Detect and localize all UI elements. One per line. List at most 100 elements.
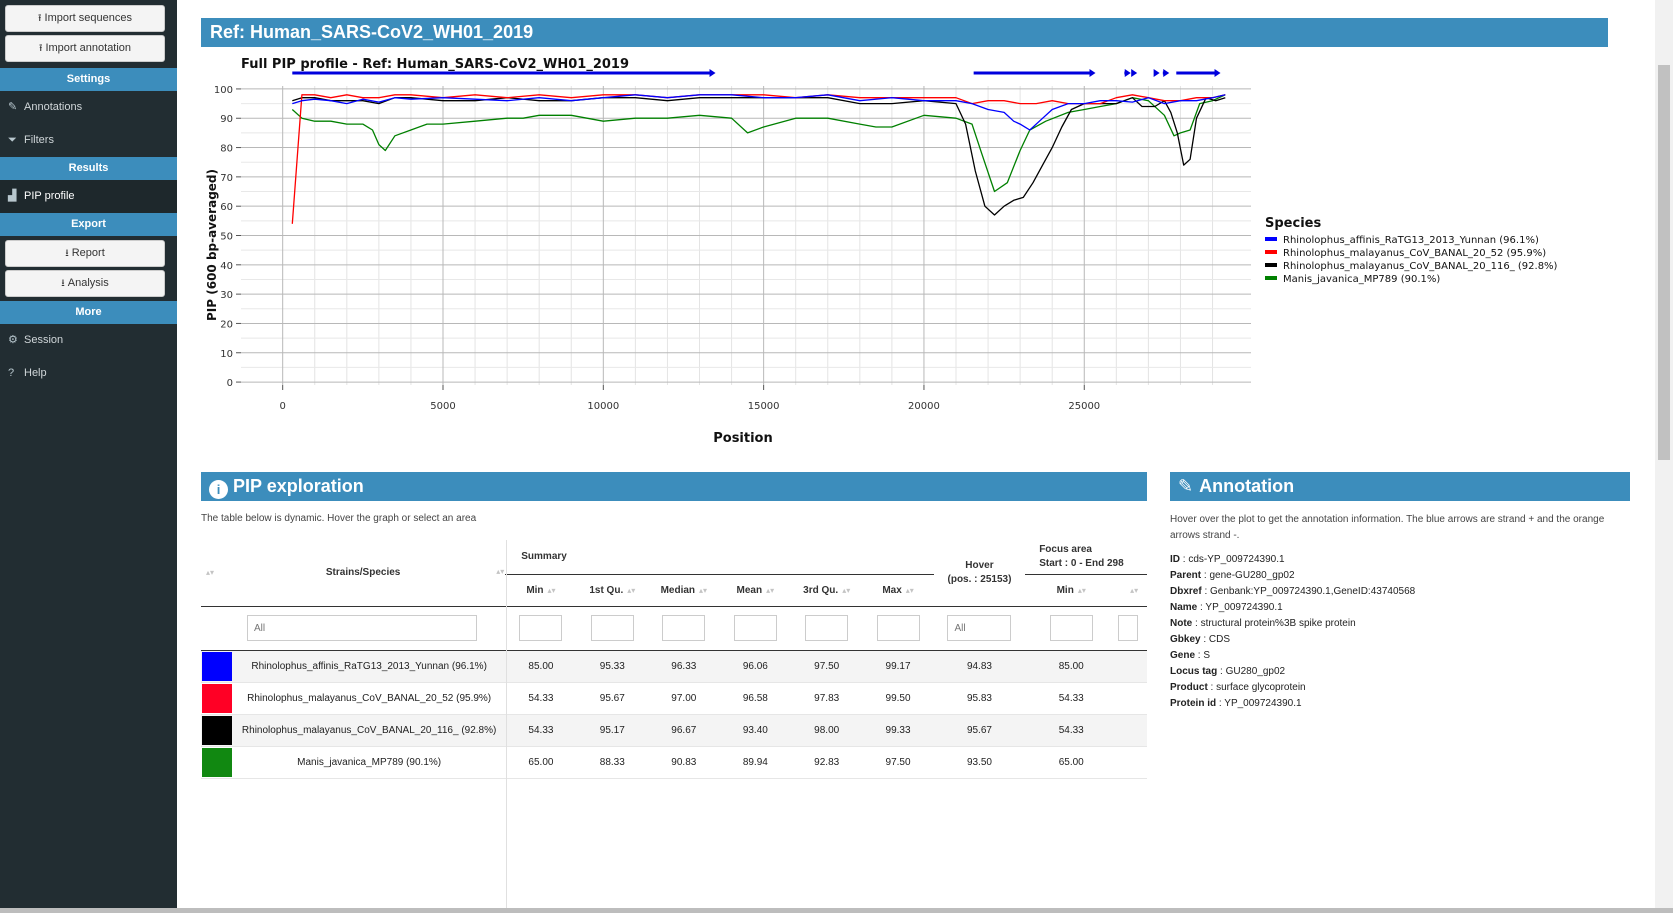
field-key: Dbxref <box>1170 586 1202 597</box>
analysis-label: Analysis <box>67 277 109 289</box>
pip-table: ▴▾ Strains/Species ▴▾ Summary Hover (pos. … <box>201 540 1147 779</box>
field-key: Gbkey <box>1170 634 1201 645</box>
sidebar-item-pip-profile[interactable]: ▟ PIP profile <box>0 180 177 213</box>
min-filter-input[interactable] <box>519 615 563 641</box>
annotation-arrow-head <box>709 69 716 77</box>
q1-column-header[interactable]: 1st Qu. ▴▾ <box>576 574 648 607</box>
sidebar-item-session[interactable]: ⚙ Session <box>0 324 177 357</box>
max-header-label: Max <box>882 584 902 596</box>
min-column-header[interactable]: Min ▴▾ <box>505 574 577 607</box>
page-scrollbar[interactable] <box>1655 0 1673 908</box>
q3-filter-input[interactable] <box>805 615 849 641</box>
strains-column-header[interactable]: Strains/Species ▴▾ <box>233 540 506 607</box>
species-color-swatch <box>202 683 232 713</box>
report-label: Report <box>71 247 105 259</box>
q1-header-label: 1st Qu. <box>589 584 624 596</box>
series-line <box>292 94 1226 131</box>
sort-icon: ▴▾ <box>905 585 914 595</box>
filter-cell <box>577 606 648 650</box>
mean-cell: 93.40 <box>719 714 792 747</box>
filter-cell <box>1025 606 1117 650</box>
table-row[interactable]: Rhinolophus_malayanus_CoV_BANAL_20_116_ … <box>201 714 1147 747</box>
species-name-cell: Rhinolophus_malayanus_CoV_BANAL_20_52 (9… <box>233 682 506 715</box>
focus-min-cell: 54.33 <box>1025 682 1118 715</box>
chart-icon: ▟ <box>8 190 17 202</box>
series-line <box>292 97 1226 216</box>
focus-next-column-header[interactable]: ▴▾ <box>1117 574 1147 607</box>
sort-icon: ▴▾ <box>547 585 556 595</box>
filter-cell <box>791 606 862 650</box>
legend-swatch <box>1265 276 1277 280</box>
table-row[interactable]: Rhinolophus_malayanus_CoV_BANAL_20_52 (9… <box>201 682 1147 715</box>
results-header: Results <box>0 157 177 180</box>
question-icon: ? <box>8 367 15 379</box>
focus-min-cell: 65.00 <box>1025 746 1118 779</box>
species-color-swatch <box>202 651 232 681</box>
field-value: YP_009724390.1 <box>1224 698 1302 709</box>
legend-title: Species <box>1265 216 1321 231</box>
focus-next-cell <box>1117 682 1147 715</box>
field-key: Name <box>1170 602 1198 613</box>
analysis-button[interactable]: ⭳ Analysis <box>5 270 165 297</box>
q1-cell: 95.17 <box>576 714 648 747</box>
sort-icon: ▴▾ <box>842 585 851 595</box>
hover-column-header[interactable]: Hover (pos. : 25153) <box>933 540 1026 607</box>
mean-filter-input[interactable] <box>733 615 777 641</box>
field-key: Note <box>1170 618 1193 629</box>
mean-column-header[interactable]: Mean ▴▾ <box>719 574 792 607</box>
mean-header-label: Mean <box>736 584 763 596</box>
pip-table-container[interactable]: ▴▾ Strains/Species ▴▾ Summary Hover (pos. … <box>201 540 1147 908</box>
median-filter-input[interactable] <box>662 615 706 641</box>
pip-profile-chart[interactable]: Full PIP profile - Ref: Human_SARS-CoV2_… <box>201 50 1621 460</box>
import-annotation-button[interactable]: ⭱ Import annotation <box>5 35 165 62</box>
focus-next-filter-input[interactable] <box>1118 615 1139 641</box>
max-filter-input[interactable] <box>876 615 920 641</box>
sidebar-item-annotations[interactable]: ✎ Annotations <box>0 91 177 124</box>
strains-header-label: Strains/Species <box>325 567 401 579</box>
hover-filter-input[interactable] <box>947 615 1012 641</box>
sidebar: ⭱ Import sequences ⭱ Import annotation Set… <box>0 0 177 913</box>
annotation-field: Parent : gene-GU280_gp02 <box>1170 570 1295 581</box>
y-tick-label: 0 <box>227 378 233 389</box>
annotation-field: ID : cds-YP_009724390.1 <box>1170 554 1285 565</box>
y-tick-label: 50 <box>220 232 233 243</box>
table-row[interactable]: Rhinolophus_affinis_RaTG13_2013_Yunnan (… <box>201 650 1147 683</box>
strains-filter-input[interactable] <box>247 615 477 641</box>
max-column-header[interactable]: Max ▴▾ <box>862 574 934 607</box>
download-icon: ⭳ <box>65 248 69 259</box>
legend-swatch <box>1265 237 1277 241</box>
color-column-header[interactable]: ▴▾ <box>201 540 233 607</box>
focus-min-column-header[interactable]: Min ▴▾ <box>1025 574 1118 607</box>
sort-icon: ▴▾ <box>1077 585 1086 595</box>
y-tick-label: 60 <box>220 202 233 213</box>
legend-entry: Manis_javanica_MP789 (90.1%) <box>1283 274 1440 285</box>
annotation-fields: ID : cds-YP_009724390.1 Parent : gene-GU… <box>1170 552 1415 712</box>
report-button[interactable]: ⭳ Report <box>5 240 165 267</box>
annotation-arrows[interactable] <box>292 69 1221 77</box>
hover-cell: 94.83 <box>933 650 1026 683</box>
annotation-field: Gene : S <box>1170 650 1211 661</box>
sidebar-item-filters[interactable]: ⏷ Filters <box>0 124 177 157</box>
q3-column-header[interactable]: 3rd Qu. ▴▾ <box>791 574 863 607</box>
x-axis-ticks: 0 5000 10000 15000 20000 25000 <box>279 385 1100 412</box>
sidebar-item-help[interactable]: ? Help <box>0 357 177 390</box>
sort-icon: ▴▾ <box>699 585 708 595</box>
median-cell: 97.00 <box>647 682 720 715</box>
focus-min-header-label: Min <box>1056 584 1074 596</box>
series-line <box>291 94 1226 224</box>
grid-major <box>241 86 1251 385</box>
horizontal-scrollbar[interactable] <box>0 908 1673 913</box>
table-row[interactable]: Manis_javanica_MP789 (90.1%) 65.00 88.33… <box>201 746 1147 779</box>
median-column-header[interactable]: Median ▴▾ <box>647 574 720 607</box>
x-tick-label: 5000 <box>430 401 455 412</box>
import-sequences-button[interactable]: ⭱ Import sequences <box>5 5 165 32</box>
max-cell: 97.50 <box>862 746 934 779</box>
hover-position: (pos. : 25153) <box>947 573 1012 585</box>
hover-cell: 95.83 <box>933 682 1026 715</box>
filter-icon: ⏷ <box>8 134 17 146</box>
more-header: More <box>0 301 177 324</box>
scrollbar-thumb[interactable] <box>1658 65 1670 460</box>
q1-filter-input[interactable] <box>590 615 634 641</box>
species-color-swatch <box>202 747 232 777</box>
focus-min-filter-input[interactable] <box>1049 615 1093 641</box>
